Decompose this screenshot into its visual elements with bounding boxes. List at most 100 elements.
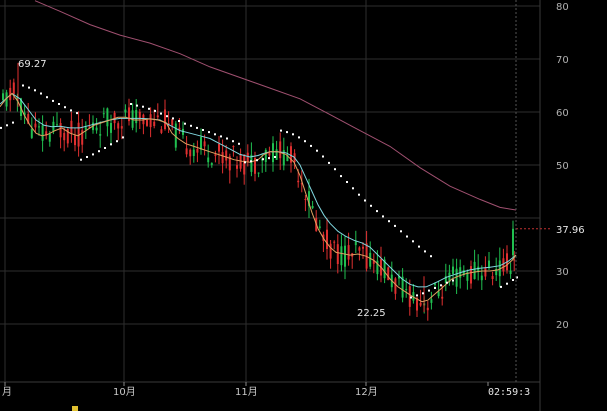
candle-body bbox=[221, 152, 224, 164]
candle-body bbox=[513, 259, 516, 261]
sar-dot bbox=[388, 220, 390, 223]
sar-dot bbox=[80, 158, 82, 161]
x-tick-label: 月 bbox=[2, 386, 12, 398]
sar-dot bbox=[286, 131, 288, 134]
candle-body bbox=[455, 268, 458, 287]
candle-body bbox=[63, 132, 66, 141]
candle-body bbox=[376, 260, 379, 275]
candle-body bbox=[149, 114, 152, 128]
candle-body bbox=[282, 150, 285, 166]
candle-body bbox=[189, 149, 192, 157]
sar-dot bbox=[400, 230, 402, 233]
sar-dot bbox=[428, 289, 430, 292]
candle-body bbox=[272, 143, 274, 163]
candle-body bbox=[128, 107, 130, 122]
sar-dot bbox=[412, 240, 414, 243]
sar-dot bbox=[208, 131, 210, 134]
y-tick-label: 80 bbox=[556, 2, 569, 13]
candle-body bbox=[30, 128, 33, 138]
candle-body bbox=[48, 133, 51, 142]
sar-dot bbox=[244, 161, 246, 164]
candle-body bbox=[236, 165, 238, 169]
sar-dot bbox=[292, 133, 294, 136]
candle-body bbox=[452, 266, 454, 274]
candle-body bbox=[498, 260, 501, 277]
sar-dot bbox=[184, 122, 186, 125]
sar-dot bbox=[196, 126, 198, 129]
sar-dot bbox=[70, 109, 72, 112]
candle-body bbox=[214, 154, 217, 156]
candle-body bbox=[210, 162, 213, 166]
sar-dot bbox=[430, 255, 432, 258]
sar-dot bbox=[424, 250, 426, 253]
sar-dot bbox=[256, 159, 258, 162]
candle-body bbox=[473, 261, 476, 279]
candle-body bbox=[480, 275, 483, 281]
candle-body bbox=[434, 283, 436, 285]
candle-body bbox=[164, 109, 166, 129]
candle-body bbox=[437, 291, 440, 297]
candle-body bbox=[426, 307, 429, 311]
candle-body bbox=[286, 155, 289, 162]
sar-dot bbox=[262, 158, 264, 161]
sar-dot bbox=[76, 112, 78, 115]
candle-body bbox=[16, 97, 19, 101]
sar-dot bbox=[104, 147, 106, 149]
candle-body bbox=[77, 122, 80, 147]
candle-body bbox=[462, 270, 465, 276]
candle-body bbox=[444, 276, 447, 283]
sar-dot bbox=[136, 104, 138, 107]
candle-body bbox=[218, 144, 220, 152]
ma-long-line bbox=[34, 0, 517, 211]
sar-dot bbox=[416, 294, 418, 297]
sar-dot bbox=[280, 129, 282, 132]
candle-body bbox=[207, 157, 210, 163]
candle-body bbox=[45, 131, 48, 136]
candle-body bbox=[178, 127, 181, 130]
candle-body bbox=[279, 141, 282, 159]
sar-dot bbox=[370, 204, 372, 207]
sar-dot bbox=[274, 156, 276, 158]
sar-dot bbox=[0, 126, 2, 129]
candle-body bbox=[27, 114, 30, 124]
candle-body bbox=[308, 191, 310, 206]
candle-body bbox=[300, 183, 303, 185]
sar-dot bbox=[130, 103, 132, 105]
y-tick-label: 70 bbox=[556, 55, 569, 66]
candle-body bbox=[333, 241, 336, 243]
sar-dot bbox=[298, 136, 300, 139]
candle-body bbox=[117, 123, 120, 129]
low-price-label: 22.25 bbox=[357, 308, 386, 319]
sar-dot bbox=[178, 120, 180, 122]
sar-dot bbox=[376, 210, 378, 213]
candle-body bbox=[488, 260, 490, 269]
sar-dot bbox=[440, 284, 442, 287]
candle-body bbox=[41, 125, 44, 141]
candle-body bbox=[387, 267, 390, 281]
sar-dot bbox=[346, 181, 348, 183]
sar-dot bbox=[6, 124, 8, 127]
sar-dot bbox=[304, 140, 306, 143]
sar-dot bbox=[452, 279, 454, 282]
candle-body bbox=[275, 149, 278, 160]
sar-dot bbox=[52, 99, 54, 102]
sar-dot bbox=[364, 199, 366, 202]
sar-dot bbox=[382, 215, 384, 218]
candle-body bbox=[336, 244, 339, 264]
candle-body bbox=[491, 276, 494, 279]
sar-dot bbox=[46, 96, 48, 99]
candle-body bbox=[66, 129, 69, 144]
candle-body bbox=[99, 134, 102, 136]
candles-layer bbox=[2, 62, 516, 321]
candle-body bbox=[329, 243, 332, 259]
candle-body bbox=[502, 258, 505, 272]
ma-long-layer bbox=[34, 0, 517, 211]
candle-body bbox=[365, 243, 368, 269]
candle-body bbox=[138, 111, 141, 120]
candle-body bbox=[167, 123, 170, 125]
sar-dot bbox=[516, 276, 518, 279]
sar-dot bbox=[434, 287, 436, 289]
last-candle-body bbox=[512, 228, 514, 256]
x-tick-label: 11月 bbox=[235, 386, 258, 398]
candle-body bbox=[23, 112, 26, 116]
